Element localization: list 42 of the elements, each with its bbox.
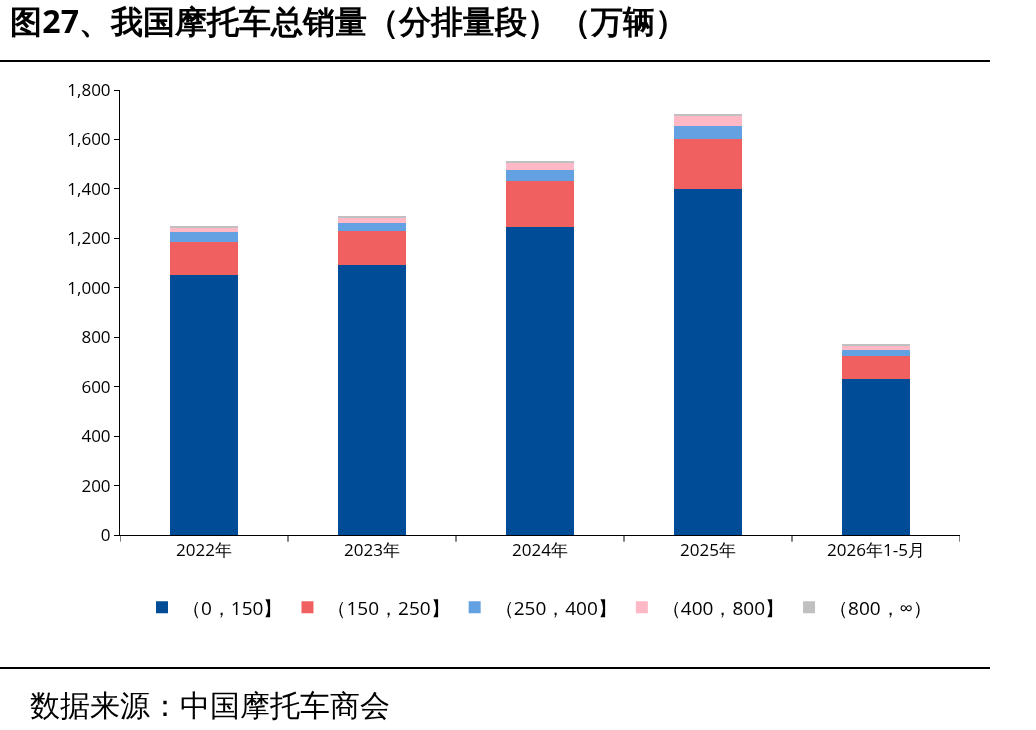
y-tick-label: 1,600 [67, 127, 111, 151]
legend-label: （800，∞） [829, 594, 933, 621]
x-tick-label: 2024年 [512, 538, 568, 562]
legend-label: （400，800】 [661, 594, 785, 621]
y-tick-label: 1,000 [67, 275, 111, 299]
chart-title: 图27、我国摩托车总销量（分排量段）（万辆） [10, 0, 687, 43]
x-tick-label: 2025年 [680, 538, 736, 562]
y-tick-label: 0 [100, 522, 111, 546]
x-tick-label: 2022年 [176, 538, 232, 562]
y-tick-label: 600 [81, 374, 111, 398]
bar [170, 241, 238, 276]
bar [674, 125, 742, 139]
bar [170, 275, 238, 535]
y-tick-label: 1,800 [67, 77, 111, 101]
bar [338, 265, 406, 535]
bar [842, 345, 910, 351]
y-tick-label: 400 [81, 424, 111, 448]
bar [506, 226, 574, 535]
bar [842, 350, 910, 356]
legend-label: （0，150】 [182, 594, 283, 621]
bar [506, 162, 574, 170]
bar [170, 227, 238, 233]
x-tick-label: 2026年1-5月 [827, 538, 925, 562]
bar [338, 223, 406, 231]
y-tick-label: 200 [81, 473, 111, 497]
bar [674, 115, 742, 126]
source-note: 数据来源：中国摩托车商会 [30, 684, 390, 725]
bar [842, 355, 910, 379]
y-tick-label: 1,400 [67, 176, 111, 200]
legend-label: （150，250】 [327, 594, 450, 621]
bar [674, 188, 742, 535]
bar [506, 180, 574, 227]
bar [674, 138, 742, 189]
bar [338, 230, 406, 266]
bar [338, 217, 406, 224]
x-tick-label: 2023年 [344, 538, 400, 562]
y-tick-label: 1,200 [67, 226, 111, 250]
bar [170, 232, 238, 242]
y-tick-label: 800 [81, 325, 111, 349]
bar [506, 169, 574, 181]
legend-label: （250，400】 [494, 594, 617, 621]
bar [842, 378, 910, 535]
